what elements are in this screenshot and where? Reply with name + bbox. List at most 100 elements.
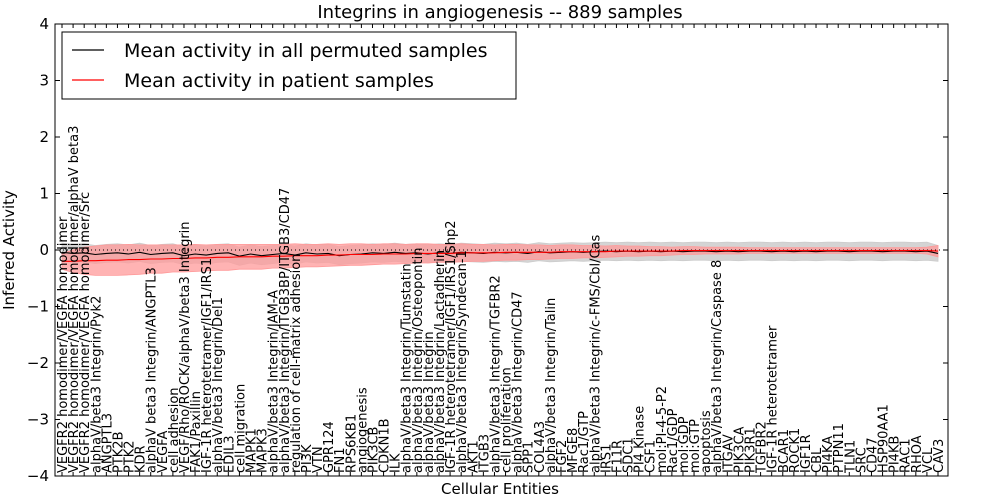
category-label: EDIL3 <box>222 435 237 473</box>
category-label: BCAR1 <box>777 429 792 473</box>
category-label: MAPK3 <box>256 428 271 473</box>
category-label: Rac1/GTP <box>577 411 592 473</box>
category-label: mol:PI-4-5-P2 <box>655 386 670 473</box>
category-label: MFGE8 <box>566 428 581 473</box>
category-label: alphaV/beta3 Integrin/Tumstatin <box>400 263 415 473</box>
category-label: CSF1 <box>644 440 659 473</box>
category-label: PI4KB <box>888 436 903 473</box>
category-label: regulation of cell-matrix adhesion <box>289 254 304 473</box>
legend: Mean activity in all permuted samples Me… <box>61 31 517 100</box>
category-label: cell adhesion <box>167 387 182 473</box>
category-label: alphaV/beta3 Integrin/Talin <box>544 298 559 473</box>
category-label: PTK2 <box>123 440 138 473</box>
legend-label-permuted: Mean activity in all permuted samples <box>124 40 487 62</box>
category-label: ROCK1 <box>788 428 803 473</box>
category-label: VTN <box>311 446 326 473</box>
category-label: ITGB3 <box>477 434 492 473</box>
category-label: mol:GDP <box>677 416 692 473</box>
plot-frame <box>54 23 949 477</box>
category-label: alphaV/beta3 Integrin/Osteopontin <box>411 248 426 473</box>
y-tick-label: 0 <box>39 241 49 259</box>
category-label: CBL <box>810 447 825 473</box>
category-label: Rac1/GDP <box>666 408 681 473</box>
category-label: PIK3CA <box>732 426 747 473</box>
category-label: CAV3 <box>932 439 947 473</box>
category-label: PI4KA <box>821 436 836 473</box>
category-label: AKT1 <box>466 440 481 473</box>
category-label: ITGAV <box>721 434 736 473</box>
category-label: alphaV/beta3 Integrin/c-FMS/Cbl/Cas <box>588 234 603 473</box>
y-tick-label: −4 <box>27 467 49 485</box>
category-label: ANGPTL3 <box>100 413 115 473</box>
category-label: TGFBR2 <box>755 421 770 474</box>
category-label: alphaV/beta3 Integrin/ITGB3BP/ITGB3/CD47 <box>278 188 293 473</box>
category-label: alphaV/beta3 Integrin/Caspase 8 <box>710 260 725 473</box>
x-axis-label: Cellular Entities <box>441 480 559 498</box>
category-label: SRC <box>854 447 869 473</box>
axis-ticks: −4 −3 −2 −1 0 1 2 3 4 <box>27 15 948 485</box>
category-label: SDC1 <box>622 437 637 473</box>
category-label: IGF1R <box>799 434 814 473</box>
category-label: alphaV/beta3 Integrin/Syndecan-1 <box>455 250 470 473</box>
category-label: PIK3CB <box>367 427 382 473</box>
category-label: VEGFR2 homodimer/VEGFA homodimer/Src <box>78 192 93 473</box>
y-tick-label: 4 <box>39 15 49 33</box>
category-label: FAK1/Paxillin <box>189 391 204 473</box>
category-label: RPS6KB1 <box>344 414 359 473</box>
category-label: PIK3R1 <box>744 427 759 473</box>
category-label: VEGFA <box>156 431 171 473</box>
category-label: PI4 Kinase <box>633 406 648 473</box>
y-tick-label: −1 <box>27 298 49 316</box>
category-label: CD47 <box>866 437 881 473</box>
category-label: VEGF/Rho/ROCK/alphaV/beta3 Integrin <box>178 221 193 473</box>
category-label: KDR <box>134 445 149 473</box>
legend-box <box>61 31 517 100</box>
category-label: FN1 <box>333 448 348 473</box>
category-label: PTK2B <box>111 432 126 474</box>
category-label: RAC1 <box>899 438 914 473</box>
category-label: COL4A3 <box>533 421 548 473</box>
category-label: alphaV beta3 Integrin/ANGPTL3 <box>145 267 160 473</box>
category-label: alphaV/beta3 Integrin/JAM-A <box>267 290 282 473</box>
category-label: alphaV/beta3 Integrin/Pyk2 <box>89 296 104 473</box>
category-label: mol:GTP <box>688 419 703 473</box>
y-tick-label: −2 <box>27 354 49 372</box>
legend-label-patient: Mean activity in patient samples <box>124 70 434 92</box>
category-label: RHOA <box>910 435 925 473</box>
category-label: IGF-1R heterotetramer/IGF1/IRS1 <box>200 258 215 473</box>
category-label: IGF-1R heterotetramer <box>766 325 781 473</box>
category-label: GPR124 <box>322 421 337 473</box>
category-label: CDKN1B <box>378 418 393 473</box>
category-label: HSP90AA1 <box>877 404 892 473</box>
uncertainty-bands <box>61 241 939 276</box>
category-label: angiogenesis <box>355 387 370 473</box>
category-label: alphaV/beta3 Integrin <box>422 331 437 473</box>
category-label: FGF2 <box>555 440 570 473</box>
category-label: PI3K <box>300 444 315 473</box>
category-label: alphaV/beta3 Integrin/Lactadherin <box>433 250 448 473</box>
category-label: F11R <box>610 440 625 473</box>
category-label: cell migration <box>233 384 248 473</box>
category-label: SPP1 <box>522 441 537 473</box>
patient-mean-line <box>62 250 939 262</box>
category-label: MAPK1 <box>245 428 260 473</box>
category-label: apoptosis <box>699 410 714 473</box>
category-label: VEGFR2 homodimer/VEGFA homodimer/alphaV … <box>67 126 82 473</box>
category-label: VCL <box>921 447 936 473</box>
category-label: cell proliferation <box>500 367 515 473</box>
y-tick-label: 3 <box>39 72 49 90</box>
category-label: alphaV/beta3 Integrin/CD47 <box>511 291 526 473</box>
category-label: alphaV/beta3 Integrin/Del1 <box>211 297 226 473</box>
chart-title: Integrins in angiogenesis -- 889 samples <box>317 2 682 23</box>
y-tick-label: −3 <box>27 411 49 429</box>
category-label: VEGFR2 homodimer/VEGFA homodimer <box>56 216 71 473</box>
category-label: IRS1 <box>599 444 614 473</box>
category-label: TLN1 <box>843 440 858 474</box>
y-tick-label: 1 <box>39 185 49 203</box>
category-label: PTPN11 <box>832 423 847 473</box>
category-label: alphaV/beta3 Integrin/TGFBR2 <box>489 275 504 473</box>
y-tick-label: 2 <box>39 128 49 146</box>
category-label: ILK <box>389 453 404 473</box>
